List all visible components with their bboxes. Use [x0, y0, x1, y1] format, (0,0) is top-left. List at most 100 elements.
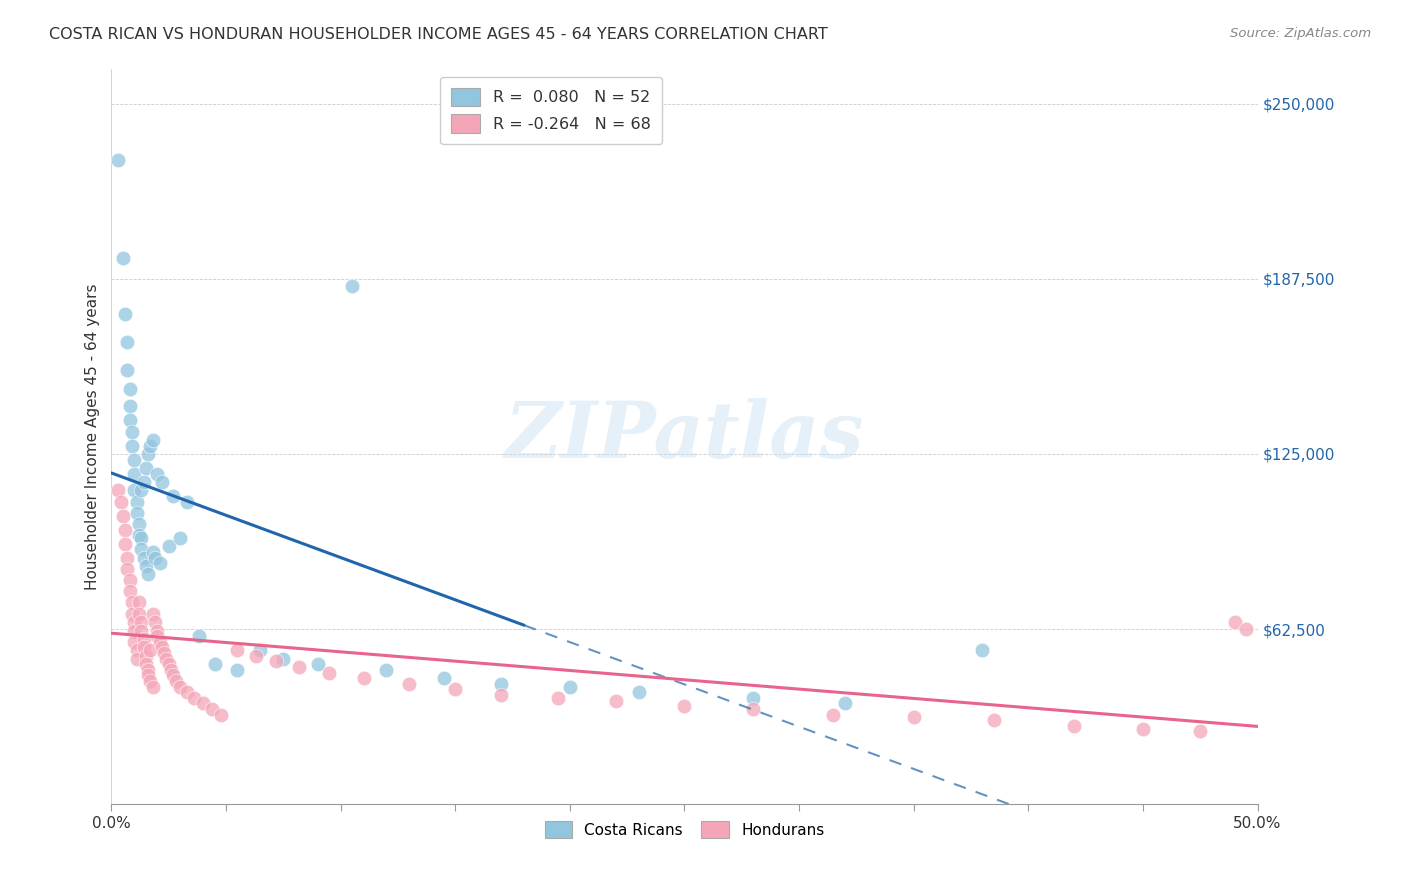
Point — [187, 629, 209, 643]
Point — [1063, 719, 1085, 733]
Point — [318, 665, 340, 680]
Point — [155, 651, 177, 665]
Point — [135, 657, 157, 672]
Point — [111, 508, 134, 523]
Point — [125, 651, 148, 665]
Point — [489, 688, 512, 702]
Point — [143, 615, 166, 629]
Point — [162, 668, 184, 682]
Point — [605, 693, 627, 707]
Point — [124, 467, 146, 481]
Point — [136, 567, 159, 582]
Point — [169, 680, 191, 694]
Point — [375, 663, 398, 677]
Point — [204, 657, 226, 672]
Point — [132, 550, 155, 565]
Point — [398, 677, 420, 691]
Point — [307, 657, 329, 672]
Point — [114, 523, 136, 537]
Point — [118, 413, 141, 427]
Point — [1234, 622, 1257, 636]
Legend: Costa Ricans, Hondurans: Costa Ricans, Hondurans — [538, 814, 831, 845]
Point — [117, 334, 139, 349]
Point — [129, 483, 152, 498]
Point — [273, 651, 295, 665]
Point — [129, 542, 152, 557]
Point — [983, 713, 1005, 727]
Point — [146, 629, 169, 643]
Point — [834, 697, 856, 711]
Point — [150, 640, 173, 655]
Point — [823, 707, 845, 722]
Point — [135, 648, 157, 663]
Point — [117, 363, 139, 377]
Point — [245, 648, 267, 663]
Point — [117, 562, 139, 576]
Point — [125, 506, 148, 520]
Point — [118, 383, 141, 397]
Point — [249, 643, 271, 657]
Point — [444, 682, 467, 697]
Point — [673, 699, 696, 714]
Point — [160, 663, 183, 677]
Point — [157, 657, 180, 672]
Point — [165, 673, 187, 688]
Point — [129, 624, 152, 638]
Point — [433, 671, 456, 685]
Point — [142, 433, 165, 447]
Point — [124, 483, 146, 498]
Point — [139, 673, 162, 688]
Point — [118, 573, 141, 587]
Point — [148, 634, 170, 648]
Point — [125, 643, 148, 657]
Point — [111, 251, 134, 265]
Point — [176, 494, 198, 508]
Point — [129, 531, 152, 545]
Point — [191, 697, 214, 711]
Point — [903, 710, 925, 724]
Point — [157, 540, 180, 554]
Point — [121, 425, 143, 439]
Point — [1132, 722, 1154, 736]
Text: ZIPatlas: ZIPatlas — [505, 398, 865, 475]
Point — [742, 702, 765, 716]
Point — [146, 467, 169, 481]
Point — [121, 607, 143, 621]
Point — [121, 438, 143, 452]
Point — [110, 494, 132, 508]
Point — [340, 278, 363, 293]
Point — [558, 680, 581, 694]
Point — [226, 643, 249, 657]
Point — [1189, 724, 1212, 739]
Point — [135, 559, 157, 574]
Point — [209, 707, 232, 722]
Point — [124, 624, 146, 638]
Point — [135, 461, 157, 475]
Point — [146, 624, 169, 638]
Point — [153, 646, 176, 660]
Point — [124, 634, 146, 648]
Point — [136, 668, 159, 682]
Point — [150, 475, 173, 489]
Text: Source: ZipAtlas.com: Source: ZipAtlas.com — [1230, 27, 1371, 40]
Point — [118, 584, 141, 599]
Point — [972, 643, 994, 657]
Point — [547, 690, 569, 705]
Point — [148, 556, 170, 570]
Text: COSTA RICAN VS HONDURAN HOUSEHOLDER INCOME AGES 45 - 64 YEARS CORRELATION CHART: COSTA RICAN VS HONDURAN HOUSEHOLDER INCO… — [49, 27, 828, 42]
Point — [183, 690, 205, 705]
Point — [136, 663, 159, 677]
Point — [288, 660, 311, 674]
Point — [266, 654, 288, 668]
Point — [128, 595, 150, 609]
Point — [121, 595, 143, 609]
Point — [142, 545, 165, 559]
Point — [169, 531, 191, 545]
Point — [132, 632, 155, 646]
Point — [114, 307, 136, 321]
Point — [627, 685, 650, 699]
Point — [107, 153, 129, 167]
Point — [143, 550, 166, 565]
Point — [142, 607, 165, 621]
Point — [132, 640, 155, 655]
